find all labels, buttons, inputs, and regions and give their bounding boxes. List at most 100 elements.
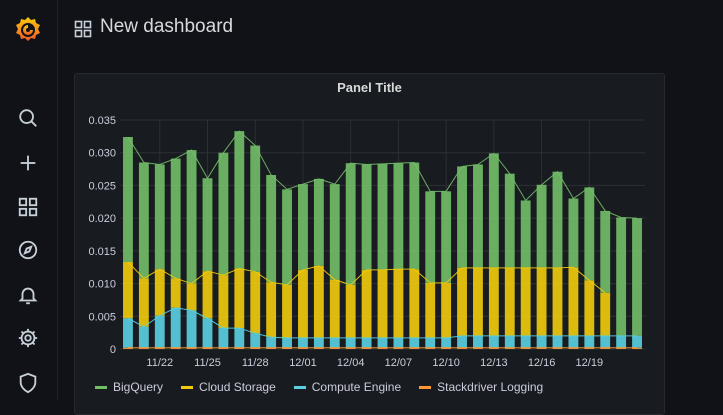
bar-stackdriver-logging [393, 347, 404, 349]
bar-stackdriver-logging [345, 347, 356, 349]
bar-compute-engine [313, 337, 324, 348]
bar-cloud-storage [568, 267, 579, 336]
bar-compute-engine [266, 337, 277, 348]
bar-stackdriver-logging [266, 347, 277, 349]
bar-bigquery [552, 171, 563, 268]
bar-compute-engine [186, 310, 197, 348]
bar-stackdriver-logging [568, 347, 579, 349]
bar-bigquery [329, 184, 340, 280]
y-tick-label: 0.030 [88, 148, 116, 160]
bar-compute-engine [138, 326, 149, 348]
bar-cloud-storage [186, 283, 197, 311]
bar-cloud-storage [441, 282, 452, 338]
x-tick-label: 12/19 [576, 357, 604, 369]
bar-bigquery [313, 178, 324, 266]
bar-cloud-storage [313, 265, 324, 338]
y-tick-label: 0 [110, 344, 116, 356]
dashboards-icon[interactable] [16, 195, 40, 219]
bar-bigquery [504, 173, 515, 268]
bar-bigquery [616, 217, 627, 336]
bar-cloud-storage [584, 280, 595, 336]
bar-bigquery [584, 187, 595, 281]
y-tick-label: 0.005 [88, 311, 116, 323]
gear-icon[interactable] [16, 326, 40, 350]
bar-compute-engine [202, 318, 213, 348]
bar-stackdriver-logging [457, 347, 467, 349]
legend-item-cloud-storage[interactable]: Cloud Storage [181, 380, 276, 394]
bar-stackdriver-logging [616, 347, 627, 349]
x-tick-label: 12/01 [289, 357, 317, 369]
x-tick-label: 12/10 [432, 357, 460, 369]
bar-cloud-storage [520, 267, 531, 336]
bar-stackdriver-logging [473, 347, 483, 349]
bar-stackdriver-logging [584, 347, 595, 349]
bar-cloud-storage [361, 269, 372, 338]
bar-bigquery [345, 163, 356, 285]
bar-cloud-storage [138, 278, 149, 327]
bar-bigquery [170, 158, 181, 279]
bar-bigquery [298, 184, 308, 270]
bar-cloud-storage [345, 284, 356, 338]
bar-compute-engine [457, 335, 467, 348]
bar-stackdriver-logging [504, 347, 515, 349]
bar-compute-engine [298, 337, 308, 348]
bar-compute-engine [234, 328, 245, 348]
bar-bigquery [520, 200, 531, 268]
bar-compute-engine [600, 335, 611, 348]
search-icon[interactable] [16, 106, 40, 130]
bar-cloud-storage [504, 267, 515, 336]
bar-bigquery [568, 198, 579, 268]
bar-stackdriver-logging [123, 347, 133, 349]
legend: BigQuery Cloud Storage Compute Engine St… [95, 380, 543, 394]
sidebar [0, 0, 58, 400]
bar-compute-engine [616, 335, 627, 348]
bar-bigquery [202, 178, 213, 272]
bar-compute-engine [123, 318, 133, 348]
bell-icon[interactable] [16, 283, 40, 307]
bar-cloud-storage [298, 269, 308, 338]
panel-title[interactable]: Panel Title [337, 80, 402, 95]
panel[interactable]: Panel Title 0 0.005 0.010 0.015 0.020 0.025 0.… [74, 73, 665, 415]
bar-stackdriver-logging [520, 347, 531, 349]
compass-icon[interactable] [16, 238, 40, 262]
plus-icon[interactable] [16, 151, 40, 175]
bar-cloud-storage [282, 284, 292, 338]
dashboard-title[interactable]: New dashboard [100, 16, 234, 37]
bar-cloud-storage [154, 269, 165, 316]
bar-stackdriver-logging [361, 347, 372, 349]
bar-bigquery [425, 191, 436, 283]
shield-icon[interactable] [16, 371, 40, 395]
bar-stackdriver-logging [536, 347, 547, 349]
bar-cloud-storage [250, 271, 261, 334]
x-tick-label: 12/04 [337, 357, 365, 369]
bar-stackdriver-logging [234, 347, 245, 349]
bar-stackdriver-logging [138, 347, 149, 349]
legend-item-bigquery[interactable]: BigQuery [95, 380, 163, 394]
bar-cloud-storage [536, 267, 547, 336]
bar-compute-engine [520, 335, 531, 348]
legend-swatch-stackdriver-logging [419, 385, 432, 389]
bar-compute-engine [552, 335, 563, 348]
grafana-logo-icon[interactable] [12, 14, 44, 46]
series-line-compute-engine [127, 307, 638, 339]
bar-cloud-storage [234, 268, 245, 329]
bar-cloud-storage [123, 261, 133, 319]
bar-stackdriver-logging [552, 347, 563, 349]
bar-bigquery [488, 153, 499, 268]
bar-compute-engine [409, 337, 420, 348]
bar-compute-engine [170, 307, 181, 348]
bar-cloud-storage [552, 267, 563, 336]
bar-bigquery [441, 191, 452, 283]
bar-compute-engine [393, 337, 404, 348]
legend-item-stackdriver-logging[interactable]: Stackdriver Logging [419, 380, 543, 394]
bar-compute-engine [632, 335, 642, 348]
legend-item-compute-engine[interactable]: Compute Engine [293, 380, 401, 394]
x-tick-label: 11/22 [146, 357, 173, 369]
bar-bigquery [186, 150, 197, 284]
bar-stackdriver-logging [313, 347, 324, 349]
series-line-cloud-storage [127, 261, 606, 294]
bar-cloud-storage [170, 278, 181, 308]
bar-stackdriver-logging [488, 347, 499, 349]
bar-compute-engine [536, 335, 547, 348]
bar-compute-engine [441, 337, 452, 348]
